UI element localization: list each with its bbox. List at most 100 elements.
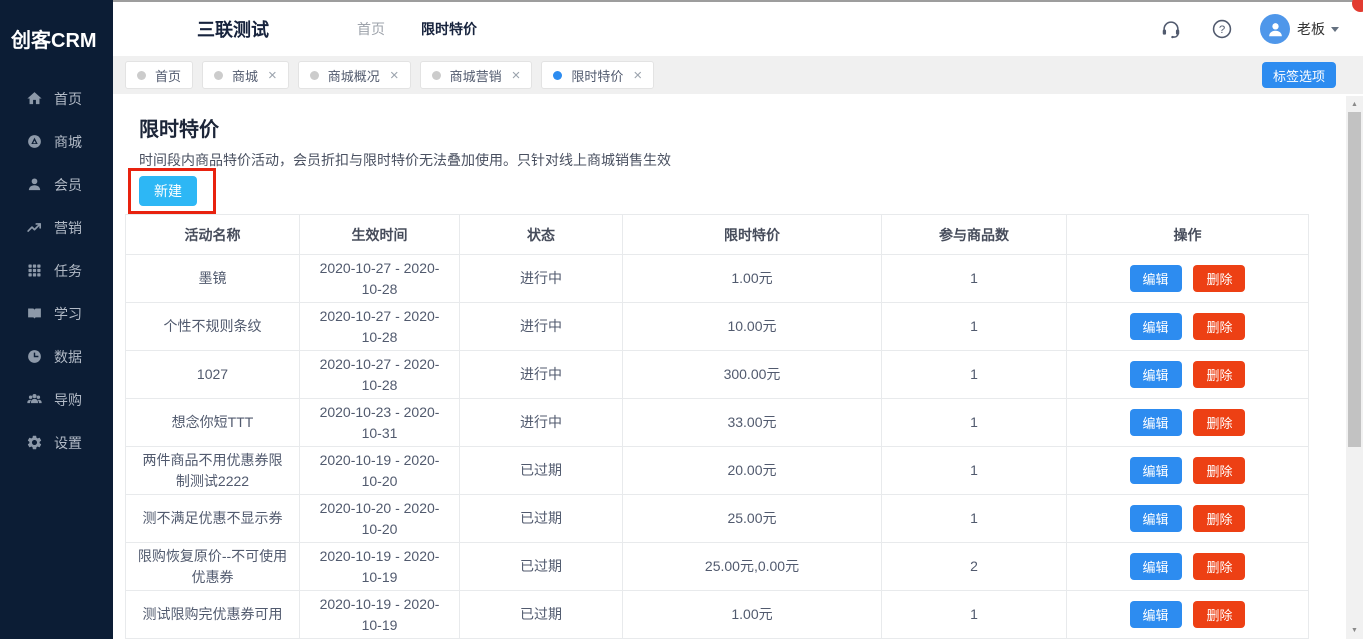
sidebar-item-data[interactable]: 数据 xyxy=(0,335,113,378)
cell-actions: 编辑 删除 xyxy=(1066,350,1309,399)
edit-button[interactable]: 编辑 xyxy=(1129,409,1182,436)
delete-button[interactable]: 删除 xyxy=(1193,457,1246,484)
table-header-row: 活动名称 生效时间 状态 限时特价 参与商品数 操作 xyxy=(125,214,1309,255)
headset-icon[interactable] xyxy=(1160,18,1182,40)
main-area: 三联测试 首页 限时特价 ? xyxy=(113,0,1363,639)
chevron-down-icon[interactable] xyxy=(1331,26,1339,32)
vertical-scrollbar[interactable]: ▲ ▼ xyxy=(1346,96,1363,639)
table-row: 限购恢复原价--不可使用优惠券 2020-10-19 - 2020-10-19 … xyxy=(125,542,1309,591)
tab-home[interactable]: 首页 xyxy=(125,61,194,90)
delete-button[interactable]: 删除 xyxy=(1193,313,1246,340)
delete-button[interactable]: 删除 xyxy=(1193,553,1246,580)
edit-button[interactable]: 编辑 xyxy=(1129,553,1182,580)
sidebar-item-label: 导购 xyxy=(54,391,82,408)
tab-mall[interactable]: 商城 × xyxy=(202,61,289,90)
sidebar-item-settings[interactable]: 设置 xyxy=(0,421,113,464)
column-header: 限时特价 xyxy=(622,214,882,255)
cell-period: 2020-10-19 - 2020-10-20 xyxy=(299,446,460,495)
cell-price: 1.00元 xyxy=(622,254,882,303)
table-row: 两件商品不用优惠券限制测试2222 2020-10-19 - 2020-10-2… xyxy=(125,446,1309,495)
cell-product-count: 1 xyxy=(881,398,1067,447)
scrollbar-thumb[interactable] xyxy=(1348,112,1361,447)
user-avatar-icon[interactable] xyxy=(1260,14,1290,45)
cell-period: 2020-10-27 - 2020-10-28 xyxy=(299,350,460,399)
book-icon xyxy=(26,305,43,322)
activities-table: 活动名称 生效时间 状态 限时特价 参与商品数 操作 墨镜 2020-10-27 - 20… xyxy=(125,214,1309,639)
tab-status-dot xyxy=(553,70,563,80)
cell-period: 2020-10-19 - 2020-10-19 xyxy=(299,542,460,591)
user-name[interactable]: 老板 xyxy=(1297,21,1325,38)
delete-button[interactable]: 删除 xyxy=(1193,409,1246,436)
edit-button[interactable]: 编辑 xyxy=(1129,457,1182,484)
help-icon[interactable]: ? xyxy=(1211,18,1233,40)
cell-status: 已过期 xyxy=(459,494,623,543)
sidebar-item-members[interactable]: 会员 xyxy=(0,163,113,206)
cell-period: 2020-10-23 - 2020-10-31 xyxy=(299,398,460,447)
cell-product-count: 1 xyxy=(881,254,1067,303)
sidebar-item-label: 首页 xyxy=(54,90,82,107)
people-icon xyxy=(26,391,43,408)
breadcrumb-flash-sale[interactable]: 限时特价 xyxy=(421,21,477,38)
sidebar-item-label: 营销 xyxy=(54,219,82,236)
table-row: 测不满足优惠不显示券 2020-10-20 - 2020-10-20 已过期 2… xyxy=(125,494,1309,543)
edit-button[interactable]: 编辑 xyxy=(1129,361,1182,388)
cell-product-count: 1 xyxy=(881,350,1067,399)
cell-actions: 编辑 删除 xyxy=(1066,398,1309,447)
scroll-down-arrow-icon[interactable]: ▼ xyxy=(1351,627,1358,634)
sidebar-item-marketing[interactable]: 营销 xyxy=(0,206,113,249)
edit-button[interactable]: 编辑 xyxy=(1129,505,1182,532)
tab-status-dot xyxy=(214,70,224,80)
sidebar-item-guide[interactable]: 导购 xyxy=(0,378,113,421)
cell-price: 20.00元 xyxy=(622,446,882,495)
header-actions: ? 老板 xyxy=(1160,14,1363,45)
cell-status: 进行中 xyxy=(459,350,623,399)
cell-price: 300.00元 xyxy=(622,350,882,399)
column-header: 参与商品数 xyxy=(881,214,1067,255)
cell-price: 10.00元 xyxy=(622,302,882,351)
cell-price: 33.00元 xyxy=(622,398,882,447)
tag-options-button[interactable]: 标签选项 xyxy=(1261,62,1336,89)
delete-button[interactable]: 删除 xyxy=(1193,601,1246,628)
cell-activity-name: 两件商品不用优惠券限制测试2222 xyxy=(125,446,300,495)
delete-button[interactable]: 删除 xyxy=(1193,361,1246,388)
delete-button[interactable]: 删除 xyxy=(1193,505,1246,532)
cell-activity-name: 想念你短TTT xyxy=(125,398,300,447)
close-icon[interactable]: × xyxy=(268,66,277,84)
tab-status-dot xyxy=(309,70,319,80)
sidebar-item-tasks[interactable]: 任务 xyxy=(0,249,113,292)
delete-button[interactable]: 删除 xyxy=(1193,265,1246,292)
close-icon[interactable]: × xyxy=(633,66,643,84)
open-tabs: 首页 商城 × 商城概况 × 商城营销 × 限时特价 × xyxy=(125,61,663,90)
activities-table-wrap: 活动名称 生效时间 状态 限时特价 参与商品数 操作 墨镜 2020-10-27 - 20… xyxy=(125,214,1363,639)
sidebar-item-label: 任务 xyxy=(54,262,82,279)
cell-product-count: 2 xyxy=(881,542,1067,591)
sidebar-item-learning[interactable]: 学习 xyxy=(0,292,113,335)
edit-button[interactable]: 编辑 xyxy=(1129,601,1182,628)
cell-activity-name: 1027 xyxy=(125,350,300,399)
edit-button[interactable]: 编辑 xyxy=(1129,313,1182,340)
sidebar-item-mall[interactable]: 商城 xyxy=(0,120,113,163)
cell-status: 已过期 xyxy=(459,446,623,495)
cell-product-count: 1 xyxy=(881,590,1067,639)
edit-button[interactable]: 编辑 xyxy=(1129,265,1182,292)
cell-period: 2020-10-27 - 2020-10-28 xyxy=(299,302,460,351)
cell-activity-name: 限购恢复原价--不可使用优惠券 xyxy=(125,542,300,591)
column-header: 活动名称 xyxy=(125,214,300,255)
svg-text:?: ? xyxy=(1219,24,1225,36)
close-icon[interactable]: × xyxy=(389,66,399,84)
scroll-up-arrow-icon[interactable]: ▲ xyxy=(1351,101,1358,108)
tab-label: 首页 xyxy=(155,68,182,84)
tab-mall-marketing[interactable]: 商城营销 × xyxy=(419,61,533,90)
marketing-icon xyxy=(26,219,43,236)
cell-actions: 编辑 删除 xyxy=(1066,254,1309,303)
tab-flash-sale[interactable]: 限时特价 × xyxy=(541,61,655,90)
create-new-button[interactable]: 新建 xyxy=(139,176,197,206)
breadcrumb-home[interactable]: 首页 xyxy=(357,21,385,38)
close-icon[interactable]: × xyxy=(511,66,521,84)
company-name: 三联测试 xyxy=(197,20,269,41)
mall-icon xyxy=(26,133,43,150)
task-grid-icon xyxy=(26,262,43,279)
tab-status-dot xyxy=(431,70,441,80)
tab-mall-overview[interactable]: 商城概况 × xyxy=(297,61,411,90)
sidebar-item-home[interactable]: 首页 xyxy=(0,77,113,120)
